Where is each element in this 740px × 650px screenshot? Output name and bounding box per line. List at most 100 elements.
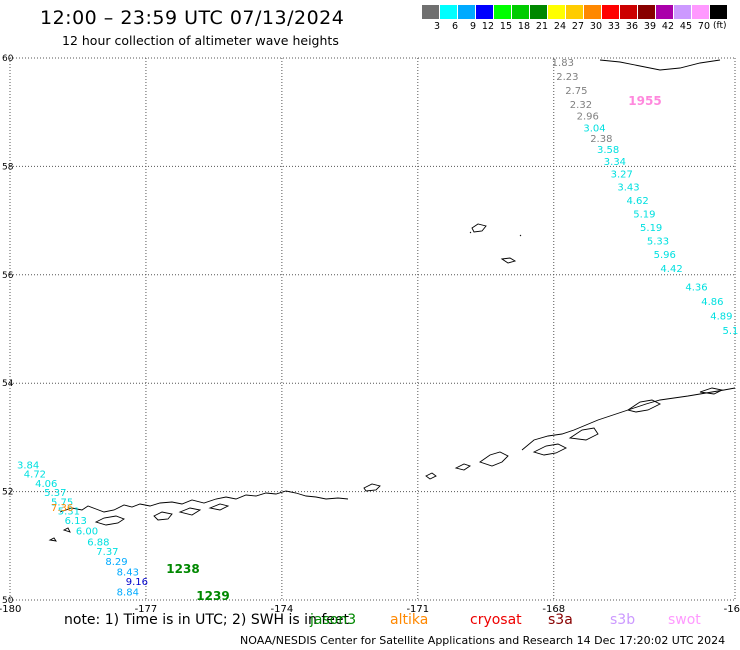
x-tick-label: -164 xyxy=(724,604,740,615)
wave-height-label: 8.84 xyxy=(117,587,139,598)
wave-height-label: 6.00 xyxy=(76,527,98,538)
wave-height-label: 3.58 xyxy=(597,145,619,156)
wave-height-label: 5.33 xyxy=(647,237,669,248)
wave-height-label: 2.38 xyxy=(590,134,612,145)
pass-time-label: 1239 xyxy=(196,589,229,603)
page-title: 12:00 – 23:59 UTC 07/13/2024 xyxy=(40,7,345,29)
wave-height-label: 6.13 xyxy=(65,516,87,527)
legend-label: 42 xyxy=(661,21,674,32)
wave-height-label: 8.43 xyxy=(117,567,139,578)
coastline xyxy=(532,443,568,456)
satellite-label: jason3 xyxy=(310,612,357,628)
wave-height-label: 4.62 xyxy=(626,196,648,207)
legend-label: 12 xyxy=(481,21,494,32)
legend-swatch xyxy=(512,5,529,19)
legend-unit: (ft) xyxy=(713,21,727,31)
wave-height-label: 5.31 xyxy=(58,507,80,518)
legend-swatch xyxy=(638,5,655,19)
wave-height-label: 2.96 xyxy=(577,111,599,122)
legend-label: 9 xyxy=(469,21,476,32)
legend-swatch xyxy=(620,5,637,19)
y-tick-label: 60 xyxy=(2,54,14,64)
wave-height-label: 4.72 xyxy=(24,470,46,481)
legend-swatch xyxy=(566,5,583,19)
x-tick-label: -174 xyxy=(271,604,294,615)
x-tick-label: -171 xyxy=(406,604,429,615)
coastline xyxy=(471,223,487,233)
legend-swatch xyxy=(710,5,727,19)
wave-height-label: 2.23 xyxy=(556,72,578,83)
wave-height-label: 3.04 xyxy=(583,123,605,134)
legend-label: 30 xyxy=(589,21,602,32)
wave-height-label: 4.89 xyxy=(710,311,732,322)
legend-swatch xyxy=(458,5,475,19)
wave-height-label: 2.32 xyxy=(570,100,592,111)
satellite-label: swot xyxy=(668,612,701,628)
coastline xyxy=(599,59,721,71)
y-tick-label: 52 xyxy=(2,488,13,498)
legend-label: 21 xyxy=(535,21,548,32)
coastline xyxy=(425,472,437,480)
y-tick-label: 58 xyxy=(2,162,14,172)
coastline xyxy=(626,399,662,413)
pass-time-label: 1955 xyxy=(628,94,661,108)
wave-height-label: 3.34 xyxy=(604,157,626,168)
wave-height-label: 3.84 xyxy=(17,461,39,472)
color-legend xyxy=(422,5,728,19)
x-tick-label: -180 xyxy=(0,604,21,615)
legend-label: 24 xyxy=(553,21,566,32)
legend-label: 3 xyxy=(433,21,440,32)
wave-height-label: 4.36 xyxy=(685,283,707,294)
legend-swatch xyxy=(422,5,439,19)
color-legend-labels: 3 6 9 12 15 18 21 24 27 30 33 36 39 42 45 70 (ft) xyxy=(422,21,727,32)
legend-swatch xyxy=(656,5,673,19)
wave-height-label: 3.43 xyxy=(617,182,639,193)
page-subtitle: 12 hour collection of altimeter wave hei… xyxy=(62,33,339,48)
coastline xyxy=(363,483,381,492)
wave-height-label: 9.16 xyxy=(126,577,148,588)
legend-label: 6 xyxy=(451,21,458,32)
wave-height-label: 6.88 xyxy=(87,537,109,548)
coastline xyxy=(59,490,349,513)
wave-height-label: 1.83 xyxy=(552,58,574,69)
wave-height-label: 3.27 xyxy=(611,169,633,180)
wave-height-label: 7.37 xyxy=(96,547,118,558)
wave-height-label: 4.86 xyxy=(701,297,723,308)
legend-label: 27 xyxy=(571,21,584,32)
wave-height-label: 5.75 xyxy=(51,497,73,508)
legend-label: 39 xyxy=(643,21,656,32)
wave-height-label: 5.37 xyxy=(44,488,66,499)
y-tick-label: 50 xyxy=(2,596,14,606)
coastline xyxy=(469,231,472,234)
coastline xyxy=(48,537,57,542)
legend-swatch xyxy=(476,5,493,19)
coastline xyxy=(178,507,202,516)
coastline xyxy=(568,427,599,441)
pass-time-label: 1238 xyxy=(166,562,199,576)
legend-label: 15 xyxy=(499,21,512,32)
legend-label: 45 xyxy=(679,21,692,32)
wave-height-label: 5.1 xyxy=(723,326,739,337)
legend-swatch xyxy=(602,5,619,19)
wave-height-label: 7.36 xyxy=(51,503,73,514)
legend-swatch xyxy=(692,5,709,19)
coastline xyxy=(94,515,125,526)
satellite-label: cryosat xyxy=(470,612,522,628)
x-tick-label: -168 xyxy=(542,604,565,615)
legend-swatch xyxy=(584,5,601,19)
wave-height-label: 5.19 xyxy=(633,210,655,221)
satellite-label: altika xyxy=(390,612,429,628)
legend-label: 33 xyxy=(607,21,620,32)
coastline xyxy=(519,234,522,237)
legend-label: 70 xyxy=(697,21,710,32)
legend-swatch xyxy=(548,5,565,19)
wave-height-label: 5.96 xyxy=(654,250,676,261)
coastline xyxy=(208,503,230,511)
satellite-label: s3a xyxy=(548,612,573,628)
coastline xyxy=(699,387,724,395)
legend-swatch xyxy=(440,5,457,19)
wave-height-label: 4.42 xyxy=(660,264,682,275)
coastline xyxy=(479,451,509,467)
coastline xyxy=(454,463,472,471)
